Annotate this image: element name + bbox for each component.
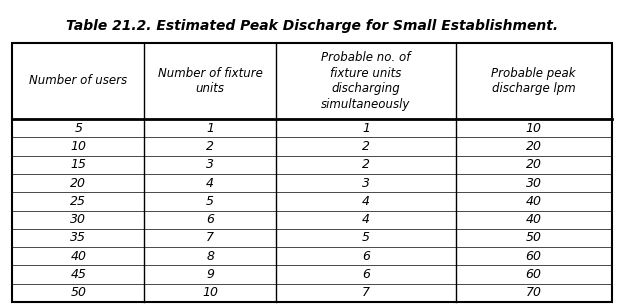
Text: Probable peak
discharge lpm: Probable peak discharge lpm <box>491 67 576 95</box>
Text: 40: 40 <box>525 213 542 226</box>
Text: 5: 5 <box>206 195 214 208</box>
Text: 8: 8 <box>206 250 214 263</box>
Text: 70: 70 <box>525 286 542 299</box>
Text: Number of users: Number of users <box>29 74 127 88</box>
Text: 7: 7 <box>206 231 214 245</box>
Text: 6: 6 <box>362 268 370 281</box>
Text: 1: 1 <box>362 122 370 135</box>
Text: 15: 15 <box>71 158 86 171</box>
Text: 6: 6 <box>362 250 370 263</box>
Text: 5: 5 <box>362 231 370 245</box>
Text: 25: 25 <box>71 195 86 208</box>
Text: 4: 4 <box>362 195 370 208</box>
Text: 1: 1 <box>206 122 214 135</box>
Text: 30: 30 <box>525 177 542 190</box>
Text: 2: 2 <box>362 158 370 171</box>
Text: 10: 10 <box>71 140 86 153</box>
Bar <box>12 43 612 302</box>
Text: 4: 4 <box>206 177 214 190</box>
Text: 40: 40 <box>525 195 542 208</box>
Text: 4: 4 <box>362 213 370 226</box>
Text: 6: 6 <box>206 213 214 226</box>
Text: 2: 2 <box>206 140 214 153</box>
Text: 9: 9 <box>206 268 214 281</box>
Text: 10: 10 <box>525 122 542 135</box>
Text: 50: 50 <box>71 286 86 299</box>
Text: 40: 40 <box>71 250 86 263</box>
Text: 60: 60 <box>525 250 542 263</box>
Text: 2: 2 <box>362 140 370 153</box>
Text: 20: 20 <box>525 140 542 153</box>
Text: Table 21.2. Estimated Peak Discharge for Small Establishment.: Table 21.2. Estimated Peak Discharge for… <box>66 19 558 33</box>
Text: 35: 35 <box>71 231 86 245</box>
Text: 3: 3 <box>362 177 370 190</box>
Text: 10: 10 <box>202 286 218 299</box>
Text: 20: 20 <box>525 158 542 171</box>
Text: Probable no. of
fixture units
discharging
simultaneously: Probable no. of fixture units dischargin… <box>321 51 411 111</box>
Text: 30: 30 <box>71 213 86 226</box>
Text: 50: 50 <box>525 231 542 245</box>
Text: 5: 5 <box>74 122 82 135</box>
Text: 45: 45 <box>71 268 86 281</box>
Text: Number of fixture
units: Number of fixture units <box>158 67 263 95</box>
Text: 3: 3 <box>206 158 214 171</box>
Text: 60: 60 <box>525 268 542 281</box>
Text: 7: 7 <box>362 286 370 299</box>
Text: 20: 20 <box>71 177 86 190</box>
